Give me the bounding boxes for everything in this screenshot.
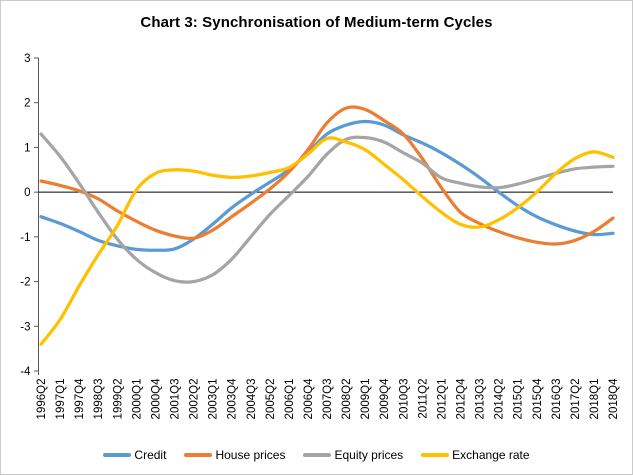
x-axis-label: 2013Q3 <box>475 379 487 420</box>
x-axis-label: 2007Q3 <box>322 379 334 420</box>
y-axis-label: -4 <box>20 366 31 378</box>
legend-label-exchange-rate: Exchange rate <box>452 448 530 462</box>
x-axis-label: 1996Q2 <box>36 379 48 420</box>
legend-swatch-house-prices-icon <box>184 453 213 457</box>
series-line-equity-prices <box>39 132 615 284</box>
legend-label-equity-prices: Equity prices <box>334 448 404 462</box>
x-axis-label: 2010Q3 <box>398 379 410 420</box>
x-axis-label: 2003Q1 <box>208 379 220 420</box>
x-axis-label: 2006Q1 <box>284 379 296 420</box>
x-axis-label: 2001Q3 <box>169 379 181 420</box>
legend-item-equity-prices: Equity prices <box>303 448 403 462</box>
y-axis-label: 2 <box>24 98 30 110</box>
x-axis-label: 2015Q4 <box>532 378 544 420</box>
series-line-house-prices <box>39 105 615 246</box>
x-axis-label: 1997Q1 <box>55 379 67 420</box>
legend-item-credit: Credit <box>103 448 166 462</box>
legend-swatch-exchange-rate-icon <box>421 453 450 457</box>
x-axis-label: 2018Q4 <box>608 378 620 420</box>
x-axis-label: 2003Q4 <box>227 378 239 420</box>
x-axis-label: 2006Q4 <box>303 378 315 420</box>
x-axis-label: 2012Q4 <box>455 378 467 420</box>
legend-swatch-credit-icon <box>103 453 132 457</box>
y-axis-label: -2 <box>20 277 30 289</box>
series-line-credit <box>39 119 615 252</box>
legend-item-exchange-rate: Exchange rate <box>421 448 530 462</box>
x-axis-label: 2011Q2 <box>417 379 429 419</box>
x-axis-label: 2009Q1 <box>360 379 372 420</box>
x-axis-label: 2000Q4 <box>150 378 162 420</box>
x-axis-label: 2000Q1 <box>131 379 143 420</box>
x-axis-label: 2005Q2 <box>265 379 277 420</box>
y-axis-label: 0 <box>24 187 30 199</box>
x-axis-label: 2009Q4 <box>379 378 391 420</box>
x-axis-label: 2016Q3 <box>551 379 563 420</box>
series-line-exchange-rate <box>39 136 615 346</box>
legend-label-credit: Credit <box>134 448 167 462</box>
x-axis-label: 2012Q1 <box>436 379 448 420</box>
chart-title: Chart 3: Synchronisation of Medium-term … <box>140 14 493 31</box>
legend-label-house-prices: House prices <box>215 448 286 462</box>
x-axis-label: 2008Q2 <box>341 379 353 420</box>
legend-item-house-prices: House prices <box>184 448 285 462</box>
y-axis-label: 3 <box>24 53 30 65</box>
x-axis-label: 2015Q1 <box>513 379 525 420</box>
y-axis-label: 1 <box>24 142 30 154</box>
x-axis-label: 2014Q2 <box>494 379 506 420</box>
x-axis-label: 1997Q4 <box>74 378 86 420</box>
y-axis-label: -1 <box>20 232 30 244</box>
legend: Credit House prices Equity prices Exchan… <box>1 448 632 462</box>
legend-swatch-equity-prices-icon <box>303 453 332 457</box>
x-axis-label: 1998Q3 <box>93 379 105 420</box>
x-axis-label: 2002Q2 <box>189 379 201 420</box>
x-axis-label: 1999Q2 <box>112 379 124 420</box>
x-axis-label: 2017Q2 <box>570 379 582 420</box>
x-axis-label: 2018Q1 <box>589 379 601 420</box>
x-axis-label: 2004Q3 <box>246 379 258 420</box>
y-axis-label: -3 <box>20 321 30 333</box>
